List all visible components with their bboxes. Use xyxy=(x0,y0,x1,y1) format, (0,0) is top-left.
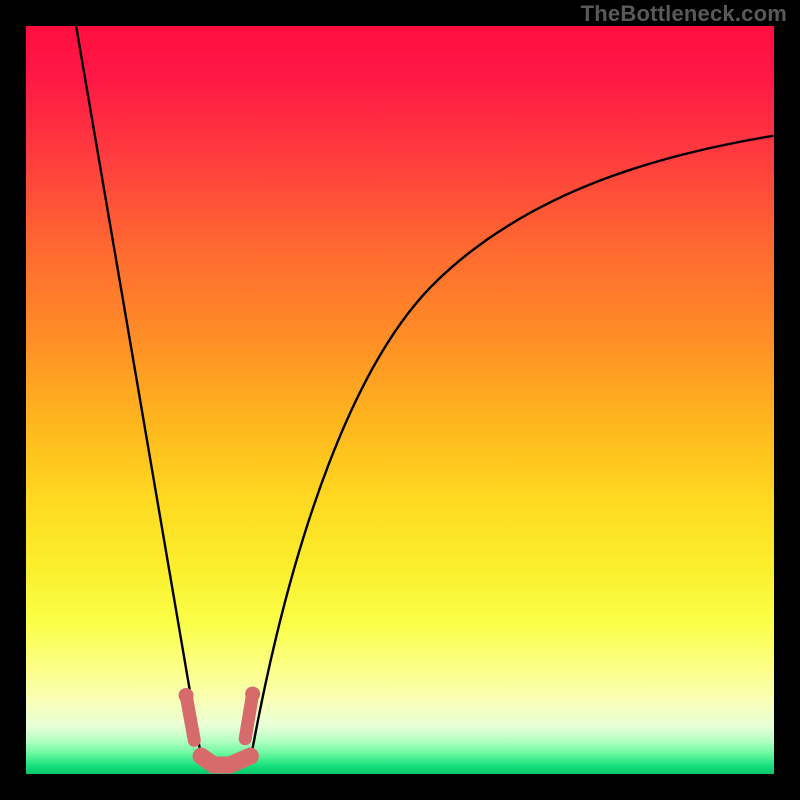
chart-svg xyxy=(26,26,774,774)
chart-plot-area xyxy=(26,26,774,774)
chart-background xyxy=(26,26,774,774)
watermark-text: TheBottleneck.com xyxy=(581,1,787,27)
